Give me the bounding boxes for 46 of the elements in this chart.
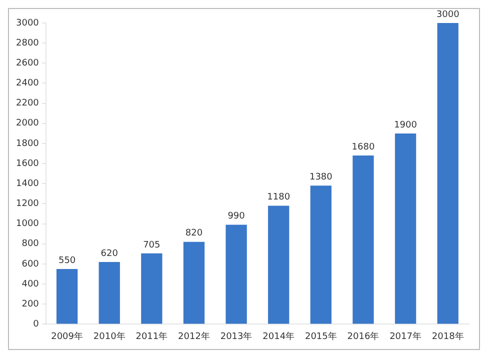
bar	[310, 186, 332, 324]
data-label: 1680	[352, 142, 375, 152]
x-tick-label: 2009年	[51, 330, 84, 342]
bar	[437, 23, 458, 324]
y-tick-label: 200	[22, 299, 40, 310]
data-label: 1180	[267, 192, 290, 203]
x-tick-label: 2014年	[262, 330, 295, 342]
y-tick-label: 1200	[16, 199, 40, 210]
bar	[98, 262, 120, 324]
y-tick-label: 2400	[16, 78, 40, 89]
x-tick-label: 2011年	[136, 330, 168, 342]
bar	[352, 156, 374, 324]
bar	[56, 268, 78, 324]
y-tick-label: 2200	[16, 98, 40, 109]
y-tick-label: 1800	[16, 138, 40, 149]
x-tick-label: 2018年	[432, 330, 464, 342]
x-tick-label: 2010年	[93, 330, 126, 342]
x-tick-label: 2015年	[304, 330, 337, 342]
x-tick-label: 2017年	[390, 330, 422, 342]
y-tick-label: 2800	[16, 38, 40, 48]
y-tick-label: 1600	[16, 158, 40, 169]
data-label: 705	[143, 240, 160, 250]
data-label: 1380	[309, 172, 333, 182]
y-tick-label: 800	[22, 239, 40, 250]
data-label: 3000	[436, 10, 460, 20]
bar	[141, 253, 162, 324]
bar	[183, 242, 205, 324]
y-tick-label: 1000	[16, 219, 40, 230]
data-label: 550	[58, 256, 76, 266]
bar	[394, 133, 416, 324]
y-tick-label: 600	[22, 259, 40, 270]
data-label: 820	[185, 228, 203, 239]
y-tick-label: 0	[33, 320, 40, 330]
y-tick-label: 3000	[16, 18, 40, 28]
data-label: 990	[228, 212, 246, 222]
y-tick-label: 2000	[16, 118, 40, 129]
x-tick-label: 2012年	[178, 330, 210, 342]
data-label: 1900	[394, 120, 418, 130]
bar	[268, 206, 290, 324]
y-tick-label: 1400	[16, 178, 40, 189]
data-label: 620	[100, 248, 118, 259]
x-tick-label: 2013年	[220, 330, 252, 342]
y-tick-label: 2600	[16, 58, 40, 69]
y-tick-label: 400	[22, 279, 40, 290]
bar	[226, 224, 247, 324]
x-tick-label: 2016年	[347, 330, 380, 342]
